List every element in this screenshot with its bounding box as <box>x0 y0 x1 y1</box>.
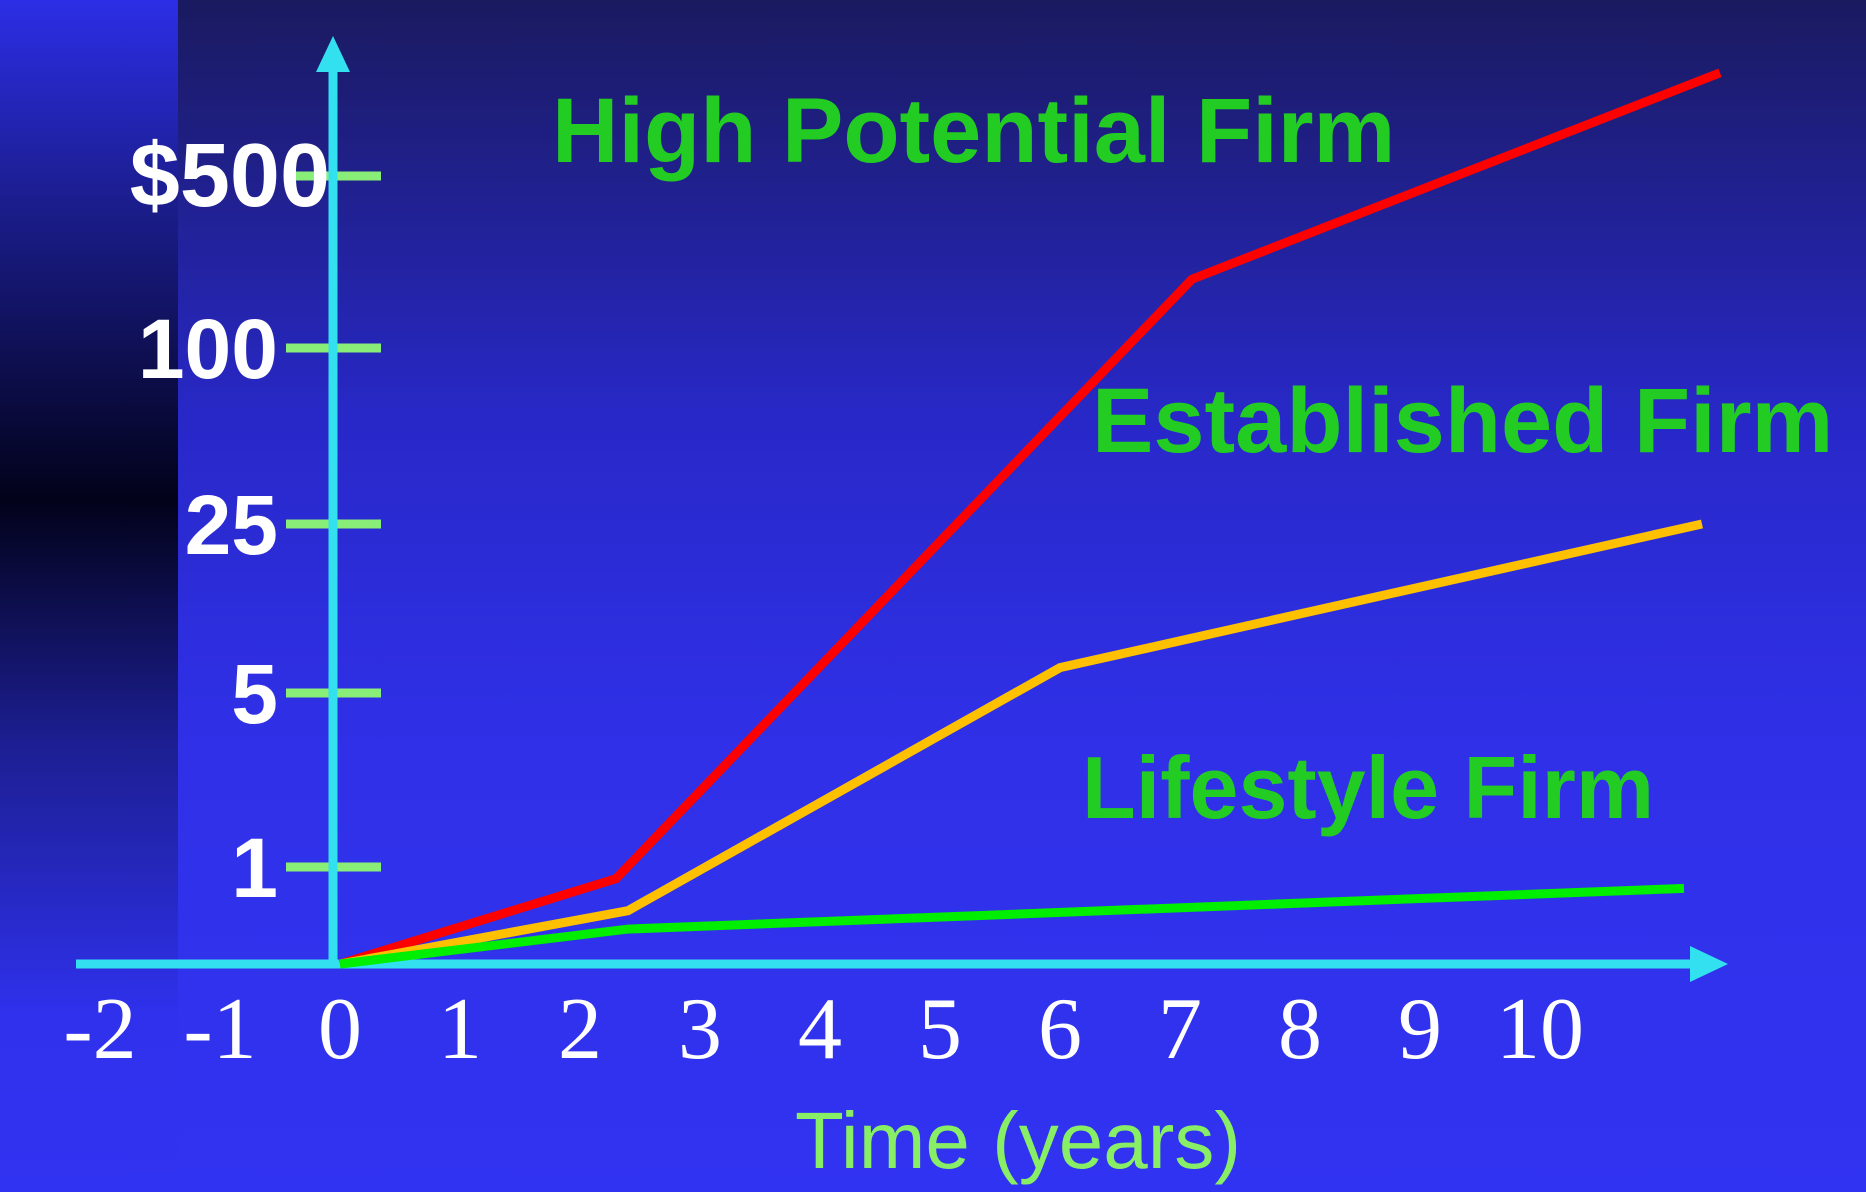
x-tick-label: 10 <box>1496 981 1584 1078</box>
x-tick-label: 9 <box>1398 981 1442 1078</box>
x-tick-label: 3 <box>678 981 722 1078</box>
y-tick-label: 25 <box>185 478 278 572</box>
series-labels: High Potential Firm Established Firm Lifes… <box>552 80 1833 837</box>
y-tick-labels: 1 5 25 100 $500 <box>130 126 330 915</box>
x-tick-label: 5 <box>918 981 962 1078</box>
y-tick-label: 100 <box>138 302 278 396</box>
background-left-band <box>0 0 178 1192</box>
y-tick-label: 5 <box>231 647 278 741</box>
x-axis-title: Time (years) <box>795 1096 1241 1185</box>
series-lines <box>338 68 1722 969</box>
x-tick-label: 7 <box>1158 981 1202 1078</box>
series-label: Lifestyle Firm <box>1082 738 1654 837</box>
y-axis-arrow <box>316 36 350 72</box>
y-axis <box>316 36 350 964</box>
x-tick-label: 8 <box>1278 981 1322 1078</box>
x-tick-label: 4 <box>798 981 842 1078</box>
x-axis-arrow <box>1690 946 1728 982</box>
x-tick-label: -2 <box>63 981 136 1078</box>
x-tick-label: 1 <box>438 981 482 1078</box>
x-tick-label: 6 <box>1038 981 1082 1078</box>
y-tick-label: $500 <box>130 126 330 226</box>
x-tick-label: 2 <box>558 981 602 1078</box>
series-line <box>338 68 1722 969</box>
x-tick-label: 0 <box>318 981 362 1078</box>
series-line <box>339 519 1703 969</box>
series-label: Established Firm <box>1092 370 1833 472</box>
x-tick-label: -1 <box>183 981 256 1078</box>
y-tick-label: 1 <box>231 821 278 915</box>
series-label: High Potential Firm <box>552 80 1395 182</box>
x-tick-labels: -2 -1 0 1 2 3 4 5 6 7 8 9 10 <box>63 981 1584 1078</box>
series-line <box>339 883 1685 969</box>
